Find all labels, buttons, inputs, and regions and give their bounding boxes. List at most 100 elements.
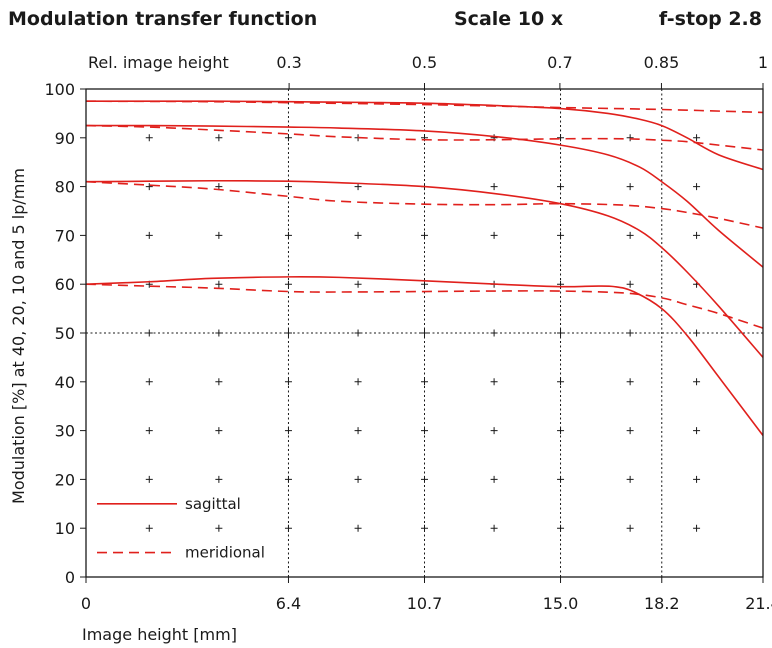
grid-plus-marker [145,475,153,483]
grid-plus-marker [557,134,565,142]
grid-plus-marker [490,329,498,337]
top-tick-label: 0.7 [547,53,572,72]
grid-plus-marker [626,329,634,337]
y-tick-label: 70 [55,226,75,245]
grid-plus-marker [557,475,565,483]
x-tick-label: 0 [81,594,91,613]
grid-plus-marker [626,524,634,532]
grid-plus-marker [215,329,223,337]
grid-plus-marker [626,427,634,435]
grid-plus-marker [145,134,153,142]
top-axis-label: Rel. image height [88,53,229,72]
series-line-meridional-20lpmm [85,180,764,229]
x-tick-label: 6.4 [276,594,301,613]
grid-plus-marker [421,427,428,435]
grid-plus-marker [490,183,498,191]
grid-plus-marker [215,134,223,142]
grid-plus-marker [215,231,223,239]
grid-plus-marker [284,378,292,386]
grid-plus-marker [354,280,362,288]
grid-plus-marker [490,378,498,386]
grid-plus-marker [284,183,292,191]
scale-label: Scale 10 x [454,8,564,30]
grid-plus-marker [215,475,223,483]
grid-plus-marker [421,378,428,386]
grid-plus-marker [626,378,634,386]
grid-plus-marker [626,475,634,483]
grid-plus-marker [145,378,153,386]
grid-plus-marker [284,427,292,435]
x-tick-label: 21.4 [745,594,772,613]
grid-plus-marker [626,134,634,142]
grid-plus-marker [284,329,292,337]
series-line-meridional-5lpmm [85,100,764,114]
series-line-meridional-10lpmm [85,124,764,151]
y-tick-label: 40 [55,373,75,392]
series-line-sagittal-40lpmm [85,275,764,436]
grid-plus-marker [354,183,362,191]
grid-plus-marker [693,329,701,337]
grid-plus-marker [284,280,292,288]
top-tick-label: 0.5 [412,53,437,72]
grid-plus-marker [626,231,634,239]
grid-plus-marker [284,475,292,483]
grid-plus-marker [626,183,634,191]
grid-plus-marker [421,231,428,239]
grid-plus-marker [490,231,498,239]
grid-plus-marker [626,280,634,288]
x-axis-label: Image height [mm] [82,625,237,644]
grid-plus-marker [557,378,565,386]
series-line-sagittal-20lpmm [85,179,764,358]
grid-plus-marker [693,134,701,142]
top-tick-label: 0.3 [276,53,301,72]
chart-title: Modulation transfer function [8,8,318,30]
top-tick-label: 0.85 [644,53,680,72]
fstop-label: f-stop 2.8 [658,8,762,30]
grid-plus-marker [354,329,362,337]
grid-plus-marker [145,524,153,532]
x-tick-label: 18.2 [644,594,680,613]
grid-plus-marker [490,427,498,435]
y-tick-label: 60 [55,275,75,294]
grid-plus-marker [354,427,362,435]
y-tick-label: 90 [55,129,75,148]
grid-plus-marker [284,231,292,239]
x-tick-label: 15.0 [543,594,579,613]
grid-plus-marker [693,427,701,435]
grid-plus-marker [557,524,565,532]
grid-plus-marker [490,524,498,532]
series-line-meridional-40lpmm [85,283,764,329]
grid-plus-marker [490,475,498,483]
grid-plus-marker [215,280,223,288]
y-tick-label: 30 [55,422,75,441]
grid-plus-marker [557,183,565,191]
legend-label-meridional: meridional [185,544,265,562]
series-line-sagittal-10lpmm [85,124,764,268]
grid-plus-marker [145,329,153,337]
grid-plus-marker [354,231,362,239]
grid-plus-marker [145,427,153,435]
legend: sagittal meridional [97,495,265,562]
grid-plus-marker [693,475,701,483]
grid-plus-marker [693,524,701,532]
y-tick-label: 20 [55,470,75,489]
grid-plus-marker [557,329,565,337]
grid-plus-marker [215,378,223,386]
grid-plus-marker [557,231,565,239]
grid-plus-marker [215,427,223,435]
grid-plus-marker [284,134,292,142]
grid-plus-marker [693,183,701,191]
x-tick-label: 10.7 [407,594,443,613]
y-tick-label: 10 [55,519,75,538]
y-tick-label: 50 [55,324,75,343]
grid-plus-marker [693,231,701,239]
y-tick-label: 80 [55,178,75,197]
grid-plus-marker [693,378,701,386]
grid-plus-marker [215,524,223,532]
y-axis-label: Modulation [%] at 40, 20, 10 and 5 lp/mm [9,168,28,504]
grid-plus-marker [557,427,565,435]
grid-plus-marker [421,475,428,483]
grid-plus-marker [421,329,428,337]
